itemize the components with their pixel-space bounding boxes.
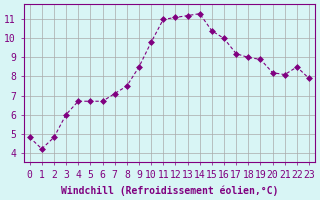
X-axis label: Windchill (Refroidissement éolien,°C): Windchill (Refroidissement éolien,°C): [61, 185, 278, 196]
